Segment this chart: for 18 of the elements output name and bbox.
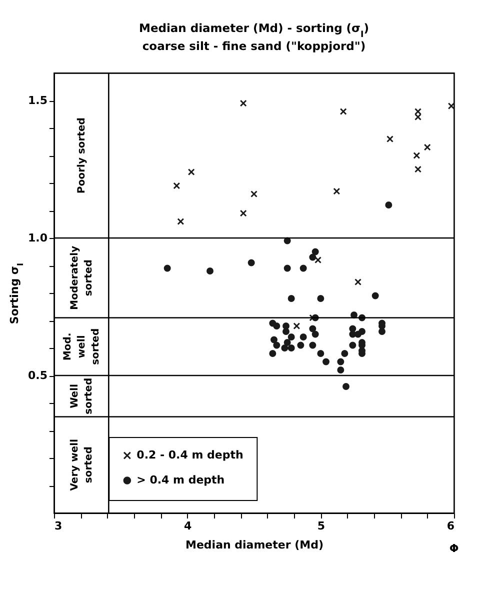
y-tick-label: 0.5 <box>28 369 48 382</box>
annotation: Mod. well sorted <box>62 328 102 365</box>
legend-label: > 0.4 m depth <box>136 474 225 486</box>
text: coarse silt - fine sand ("koppjord") <box>142 38 366 53</box>
x-tick-label: 6 <box>446 520 455 532</box>
x-tick-label: 3 <box>54 520 62 532</box>
x-axis-title: Median diameter (Md) <box>186 538 324 552</box>
x-tick-label: 5 <box>317 520 325 532</box>
legend-label: 0.2 - 0.4 m depth <box>136 448 244 462</box>
y-tick-label: 1.0 <box>28 232 48 244</box>
text: Φ <box>449 542 459 555</box>
text: Median diameter (Md) - sorting (σ$_{I}$) <box>139 20 369 40</box>
annotation: Moderately sorted <box>69 245 94 310</box>
annotation: Well sorted <box>69 378 94 414</box>
y-tick-label: 1.5 <box>28 94 48 107</box>
annotation: Very well sorted <box>69 438 94 491</box>
x-tick-label: 4 <box>184 520 192 532</box>
annotation: Poorly sorted <box>76 118 88 194</box>
